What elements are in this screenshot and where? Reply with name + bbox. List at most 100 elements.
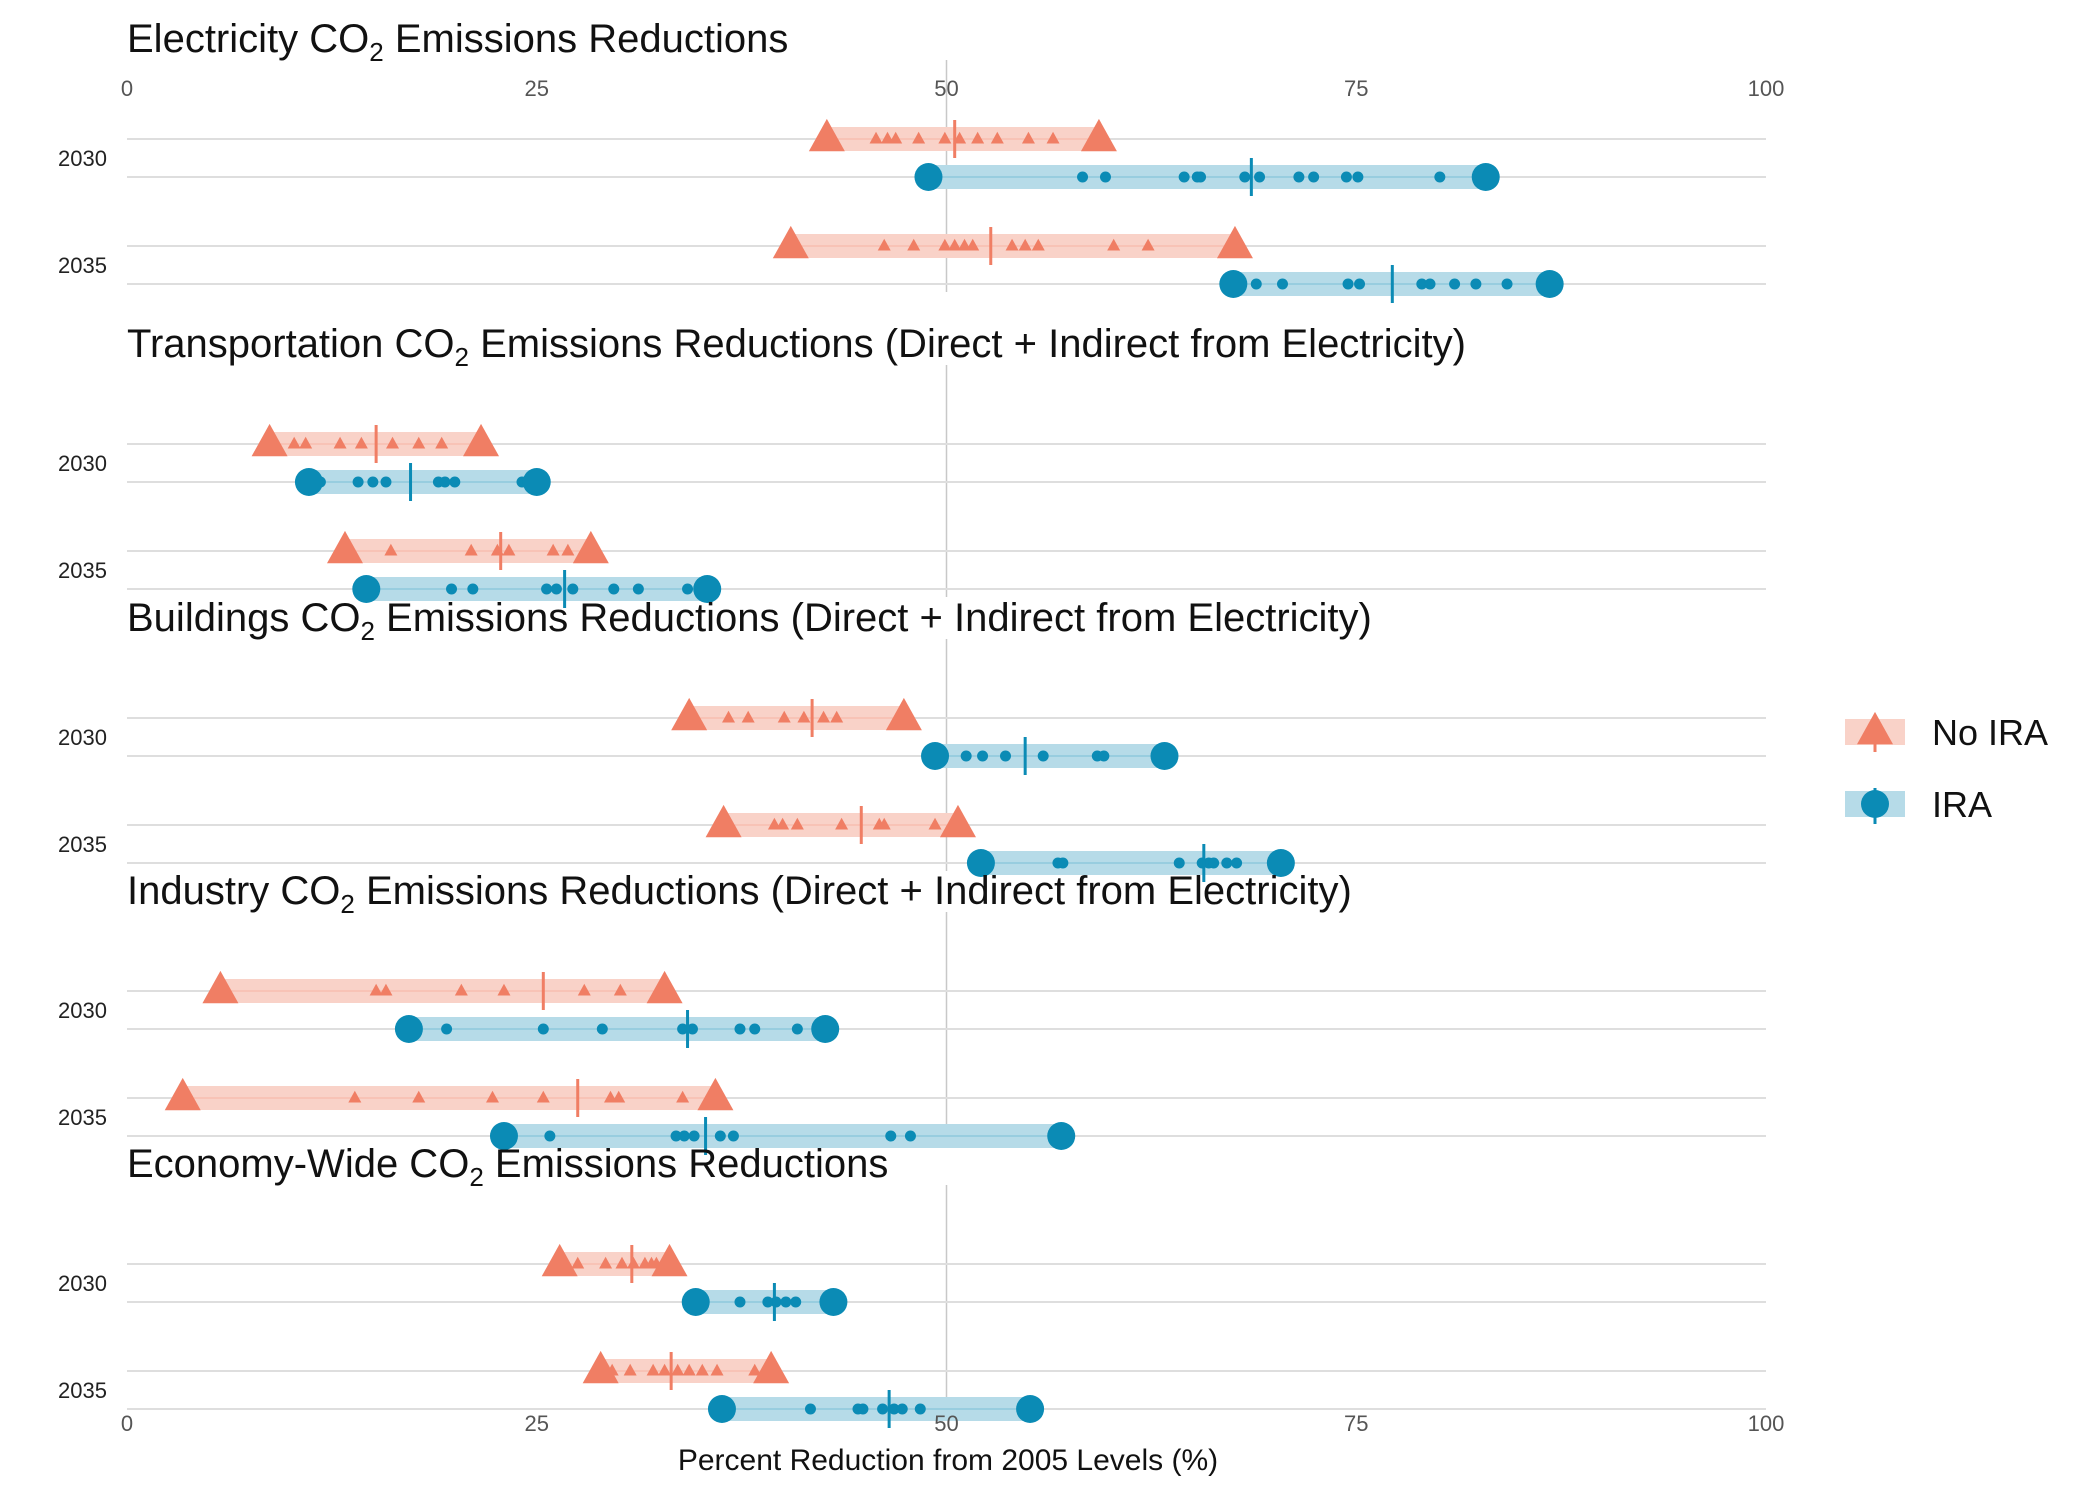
ira-min-marker bbox=[294, 468, 323, 496]
no-ira-model-point bbox=[379, 983, 393, 996]
no-ira-model-point bbox=[912, 131, 926, 144]
no-ira-model-point bbox=[333, 436, 347, 449]
ira-max-marker bbox=[811, 1015, 840, 1043]
ira-min-marker bbox=[966, 849, 995, 877]
no-ira-model-point bbox=[797, 710, 811, 723]
ira-range-band bbox=[928, 165, 1486, 189]
no-ira-max-marker bbox=[939, 804, 976, 838]
ira-row bbox=[127, 265, 1766, 303]
no-ira-model-point bbox=[676, 1090, 690, 1103]
ira-model-point bbox=[1470, 278, 1482, 290]
ira-model-point bbox=[537, 1023, 549, 1035]
no-ira-model-point bbox=[695, 1363, 709, 1376]
ira-model-point bbox=[352, 476, 364, 488]
ira-model-point bbox=[380, 476, 392, 488]
no-ira-model-point bbox=[612, 1090, 626, 1103]
panel-4: Industry CO2 Emissions Reductions (Direc… bbox=[58, 869, 1766, 1155]
ira-row bbox=[127, 1117, 1766, 1155]
ira-model-point bbox=[904, 1130, 916, 1142]
no-ira-model-point bbox=[790, 817, 804, 830]
no-ira-model-point bbox=[299, 436, 313, 449]
no-ira-model-point bbox=[777, 710, 791, 723]
no-ira-range-band bbox=[182, 1086, 716, 1110]
ira-max-marker bbox=[522, 468, 551, 496]
no-ira-model-point bbox=[938, 131, 952, 144]
no-ira-model-point bbox=[938, 238, 952, 251]
ira-model-point bbox=[467, 583, 479, 595]
ira-model-point bbox=[596, 1023, 608, 1035]
no-ira-model-point bbox=[953, 131, 967, 144]
x-tick-label-top: 25 bbox=[525, 76, 549, 101]
no-ira-row bbox=[127, 423, 1766, 463]
no-ira-model-point bbox=[435, 436, 449, 449]
ira-model-point bbox=[1449, 278, 1461, 290]
ira-model-point bbox=[734, 1296, 746, 1308]
no-ira-range-band bbox=[220, 979, 665, 1003]
no-ira-model-point bbox=[928, 817, 942, 830]
ira-model-point bbox=[1293, 171, 1305, 183]
x-tick-label-top: 50 bbox=[934, 76, 958, 101]
no-ira-model-point bbox=[386, 436, 400, 449]
ira-max-marker bbox=[1150, 742, 1179, 770]
no-ira-model-point bbox=[571, 1256, 585, 1269]
ira-model-point bbox=[677, 1023, 689, 1035]
no-ira-model-point bbox=[546, 543, 560, 556]
ira-range-band bbox=[935, 744, 1165, 768]
no-ira-max-marker bbox=[753, 1350, 790, 1384]
ira-model-point bbox=[714, 1130, 726, 1142]
no-ira-model-point bbox=[889, 131, 903, 144]
no-ira-max-marker bbox=[697, 1077, 734, 1111]
ira-max-marker bbox=[1266, 849, 1295, 877]
no-ira-model-point bbox=[710, 1363, 724, 1376]
no-ira-max-marker bbox=[572, 530, 609, 564]
year-label: 2035 bbox=[58, 1105, 107, 1130]
no-ira-model-point bbox=[830, 710, 844, 723]
no-ira-model-point bbox=[626, 1256, 640, 1269]
ira-model-point bbox=[1254, 171, 1266, 183]
no-ira-model-point bbox=[536, 1090, 550, 1103]
no-ira-row bbox=[127, 804, 1766, 844]
ira-model-point bbox=[780, 1296, 792, 1308]
ira-row bbox=[127, 737, 1766, 775]
ira-model-point bbox=[449, 476, 461, 488]
ira-model-point bbox=[367, 476, 379, 488]
no-ira-model-point bbox=[613, 983, 627, 996]
ira-min-marker bbox=[394, 1015, 423, 1043]
ira-model-point bbox=[1077, 171, 1089, 183]
year-label: 2030 bbox=[58, 451, 107, 476]
no-ira-model-point bbox=[835, 817, 849, 830]
no-ira-row bbox=[127, 530, 1766, 570]
panel-5: Economy-Wide CO2 Emissions Reductions 203… bbox=[58, 1142, 1766, 1428]
x-tick-label-bottom: 75 bbox=[1344, 1411, 1368, 1436]
ira-row bbox=[127, 1390, 1766, 1428]
ira-row bbox=[127, 463, 1766, 501]
ira-model-point bbox=[896, 1403, 908, 1415]
ira-max-marker bbox=[1047, 1122, 1076, 1150]
panel-title: Industry CO2 Emissions Reductions (Direc… bbox=[127, 869, 1352, 919]
ira-model-point bbox=[1308, 171, 1320, 183]
x-tick-label-top: 100 bbox=[1748, 76, 1785, 101]
no-ira-min-marker bbox=[164, 1077, 201, 1111]
ira-model-point bbox=[1434, 171, 1446, 183]
ira-model-point bbox=[688, 1130, 700, 1142]
ira-model-point bbox=[1416, 278, 1428, 290]
ira-model-point bbox=[1352, 171, 1364, 183]
ira-model-point bbox=[888, 1403, 900, 1415]
year-label: 2035 bbox=[58, 253, 107, 278]
ira-range-band bbox=[503, 1124, 1062, 1148]
no-ira-model-point bbox=[958, 238, 972, 251]
ira-row bbox=[127, 158, 1766, 196]
ira-model-point bbox=[1099, 171, 1111, 183]
no-ira-model-point bbox=[671, 1363, 685, 1376]
x-axis-top: 0 25 50 75 100 bbox=[121, 76, 1784, 101]
no-ira-model-point bbox=[604, 1090, 618, 1103]
ira-model-point bbox=[682, 583, 694, 595]
ira-model-point bbox=[749, 1023, 761, 1035]
ira-model-point bbox=[678, 1130, 690, 1142]
x-tick-label-bottom: 100 bbox=[1748, 1411, 1785, 1436]
ira-model-point bbox=[1178, 171, 1190, 183]
no-ira-model-point bbox=[497, 983, 511, 996]
ira-row bbox=[127, 1283, 1766, 1321]
ira-min-marker bbox=[921, 742, 950, 770]
no-ira-row bbox=[127, 118, 1766, 158]
